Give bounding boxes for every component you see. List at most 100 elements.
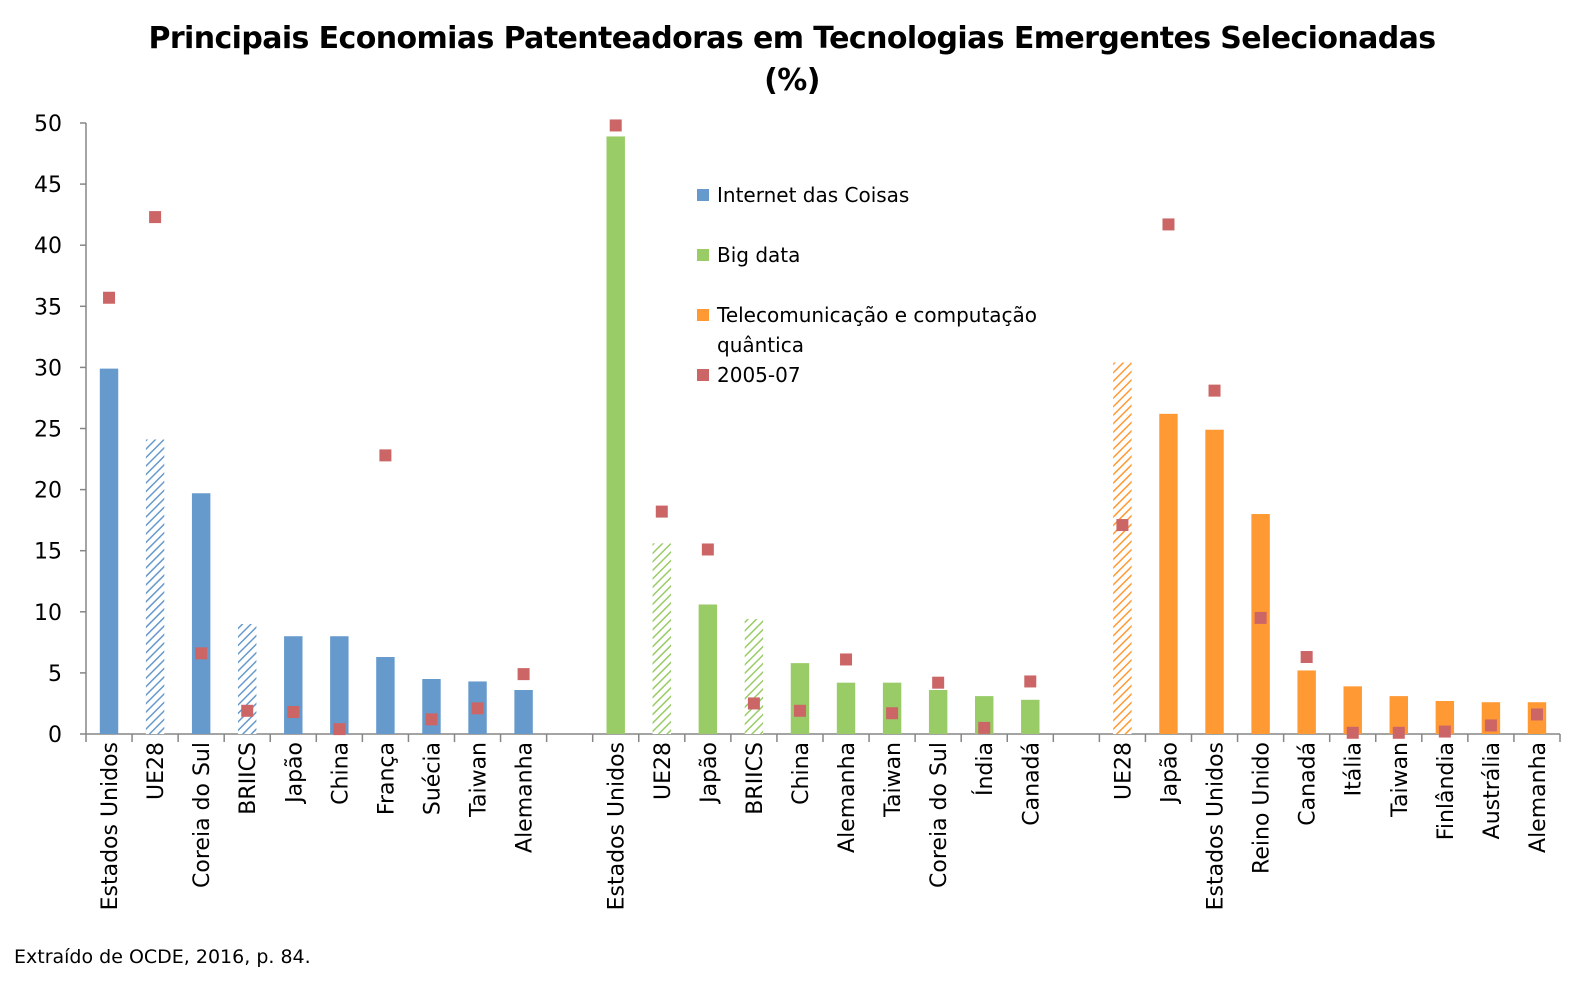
x-tick-label: UE28 bbox=[144, 742, 169, 800]
legend-swatch bbox=[697, 249, 709, 261]
x-tick-label: Alemanha bbox=[513, 742, 538, 853]
bar bbox=[606, 136, 625, 734]
y-tick-label: 45 bbox=[34, 173, 62, 198]
marker-2005-07 bbox=[195, 647, 208, 660]
bar bbox=[422, 679, 441, 734]
bar bbox=[376, 657, 395, 734]
x-tick-label: Finlândia bbox=[1434, 742, 1459, 840]
marker-2005-07 bbox=[932, 676, 945, 689]
bar bbox=[191, 493, 211, 734]
marker-2005-07 bbox=[701, 543, 714, 556]
x-tick-labels: Estados Unidos UE28 Coreia do Sul BRIICS Jap… bbox=[98, 742, 1551, 910]
x-tick-label: UE28 bbox=[1111, 742, 1136, 800]
marker-2005-07 bbox=[886, 707, 899, 720]
x-tick-label: China bbox=[328, 742, 353, 805]
marker-2005-07 bbox=[1024, 675, 1037, 688]
x-tick-label: Taiwan bbox=[881, 742, 906, 818]
bar bbox=[284, 636, 303, 734]
x-tick-label: Canadá bbox=[1019, 742, 1044, 826]
legend-swatch bbox=[697, 189, 709, 201]
bar bbox=[330, 636, 349, 734]
bar bbox=[99, 368, 119, 734]
marker-2005-07 bbox=[425, 713, 438, 726]
bar bbox=[744, 619, 764, 734]
markers-2005-07 bbox=[103, 119, 1543, 739]
marker-2005-07 bbox=[1254, 611, 1267, 624]
bar bbox=[514, 690, 533, 734]
legend-label: Telecomunicação e computação bbox=[716, 303, 1037, 327]
x-tick-label: BRIICS bbox=[236, 742, 261, 815]
legend-label: 2005-07 bbox=[717, 363, 801, 387]
x-tick-label: Índia bbox=[972, 742, 998, 796]
y-tick-label: 10 bbox=[34, 601, 62, 626]
y-tick-label: 20 bbox=[34, 479, 62, 504]
x-tick-label: Japão bbox=[282, 742, 307, 805]
marker-2005-07 bbox=[1162, 218, 1175, 231]
x-tick-label: Japão bbox=[1157, 742, 1182, 805]
x-tick-label: Austrália bbox=[1480, 742, 1505, 839]
bar bbox=[1113, 362, 1132, 734]
marker-2005-07 bbox=[1116, 519, 1129, 532]
marker-2005-07 bbox=[1392, 726, 1405, 739]
bar bbox=[790, 663, 810, 734]
y-tick-label: 0 bbox=[48, 723, 62, 748]
legend-swatch bbox=[697, 369, 709, 381]
bars bbox=[99, 136, 1547, 734]
marker-2005-07 bbox=[287, 706, 300, 719]
bar bbox=[1343, 686, 1362, 734]
x-tick-label: Alemanha bbox=[1526, 742, 1551, 853]
x-tick-label: China bbox=[789, 742, 814, 805]
x-tick-label: Suécia bbox=[420, 742, 445, 815]
x-tick-label: Taiwan bbox=[467, 742, 492, 818]
bar bbox=[238, 624, 257, 734]
marker-2005-07 bbox=[655, 505, 668, 518]
x-tick-label: Itália bbox=[1342, 742, 1367, 796]
marker-2005-07 bbox=[103, 291, 116, 304]
legend-label: Internet das Coisas bbox=[717, 183, 909, 207]
y-tick-label: 5 bbox=[48, 662, 62, 687]
marker-2005-07 bbox=[241, 704, 254, 717]
bar bbox=[698, 604, 718, 734]
x-tick-label: França bbox=[374, 742, 399, 815]
bar bbox=[1297, 670, 1316, 734]
marker-2005-07 bbox=[1346, 726, 1359, 739]
marker-2005-07 bbox=[379, 449, 392, 462]
marker-2005-07 bbox=[747, 697, 760, 710]
y-tick-label: 15 bbox=[34, 540, 62, 565]
x-tick-label: Taiwan bbox=[1388, 742, 1413, 818]
marker-2005-07 bbox=[1438, 725, 1451, 738]
y-tick-label: 30 bbox=[34, 356, 62, 381]
bar bbox=[652, 543, 671, 734]
marker-2005-07 bbox=[609, 119, 622, 132]
bar bbox=[928, 690, 948, 734]
y-tick-label: 25 bbox=[34, 418, 62, 443]
x-tick-label: Estados Unidos bbox=[1204, 742, 1229, 910]
x-tick-label: Reino Unido bbox=[1250, 742, 1275, 874]
marker-2005-07 bbox=[1208, 384, 1221, 397]
x-tick-label: Alemanha bbox=[835, 742, 860, 853]
bar bbox=[1021, 699, 1040, 734]
bar bbox=[1159, 413, 1178, 734]
legend-label: Big data bbox=[717, 243, 800, 267]
marker-2005-07 bbox=[517, 668, 530, 681]
x-tick-label: BRIICS bbox=[743, 742, 768, 815]
y-tick-label: 50 bbox=[34, 112, 62, 137]
axes: 0 5 10 15 20 25 30 35 40 45 50 bbox=[34, 112, 1561, 748]
marker-2005-07 bbox=[1300, 651, 1313, 664]
x-tick-label: Canadá bbox=[1296, 742, 1321, 826]
chart-title: Principais Economias Patenteadoras em Te… bbox=[0, 18, 1584, 102]
bar bbox=[1251, 514, 1270, 734]
marker-2005-07 bbox=[978, 721, 991, 734]
x-tick-label: Japão bbox=[697, 742, 722, 805]
marker-2005-07 bbox=[793, 704, 806, 717]
legend-swatch bbox=[697, 309, 709, 321]
chart-title-line1: Principais Economias Patenteadoras em Te… bbox=[148, 21, 1436, 56]
bar bbox=[1205, 429, 1224, 734]
marker-2005-07 bbox=[1530, 708, 1543, 721]
marker-2005-07 bbox=[471, 702, 484, 715]
chart-title-line2: (%) bbox=[764, 63, 820, 98]
x-tick-label: Estados Unidos bbox=[98, 742, 123, 910]
marker-2005-07 bbox=[840, 653, 853, 666]
